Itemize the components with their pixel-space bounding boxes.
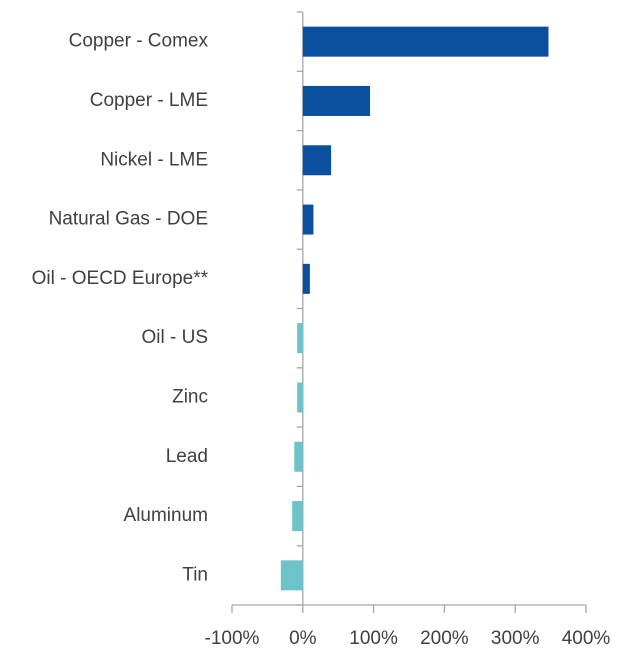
y-tick-label: Oil - US [142, 327, 209, 348]
bar [297, 382, 303, 413]
x-tick-label: 200% [420, 628, 469, 648]
y-tick-label: Nickel - LME [100, 149, 208, 170]
bar [302, 26, 549, 57]
bar [302, 85, 371, 116]
bar [294, 441, 303, 472]
x-tick-label: 400% [562, 628, 611, 648]
x-tick-label: 300% [491, 628, 540, 648]
x-tick-label: -100% [205, 628, 260, 648]
y-tick-label: Tin [182, 564, 208, 585]
bar [302, 145, 332, 176]
y-tick-label: Oil - OECD Europe** [32, 268, 209, 289]
y-tick-label: Aluminum [124, 505, 208, 526]
y-tick-label: Copper - Comex [69, 31, 209, 52]
x-tick-label: 100% [349, 628, 398, 648]
bar [302, 263, 310, 294]
bar [292, 501, 303, 532]
y-tick-label: Natural Gas - DOE [49, 209, 208, 230]
y-tick-label: Lead [166, 446, 208, 467]
bar [297, 323, 303, 354]
bar [280, 560, 303, 591]
x-tick-label: 0% [289, 628, 317, 648]
y-tick-label: Zinc [172, 386, 208, 407]
bar [302, 204, 314, 235]
y-tick-label: Copper - LME [90, 90, 208, 111]
